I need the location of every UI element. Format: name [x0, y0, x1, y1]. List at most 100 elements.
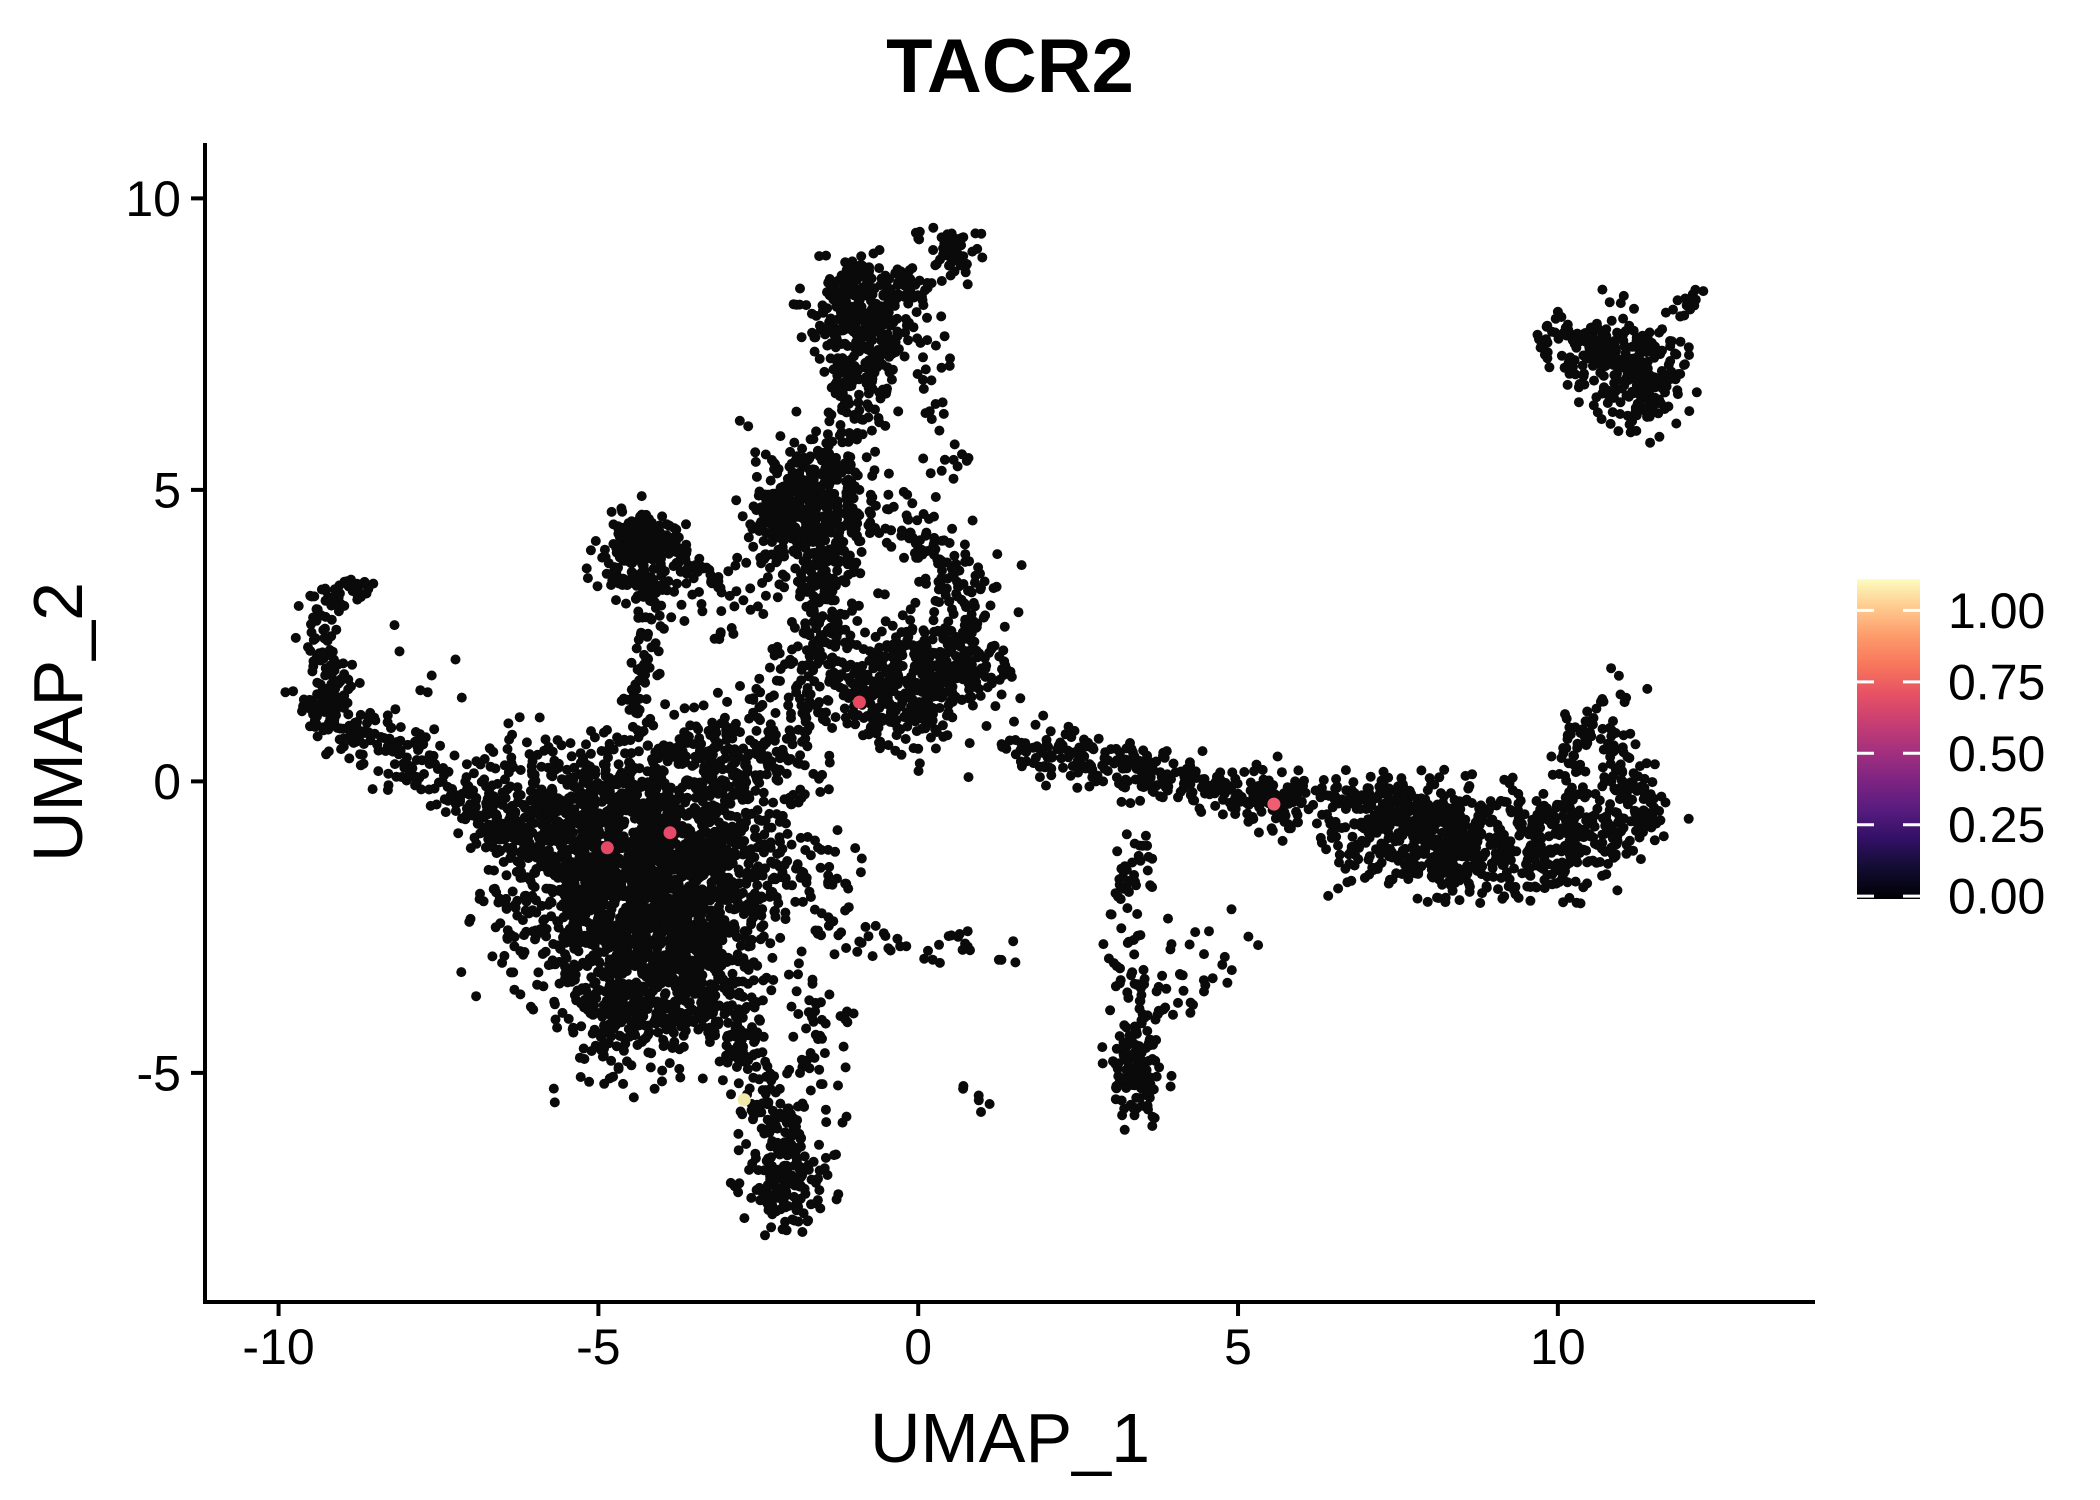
cell-point: [951, 559, 961, 569]
cell-point: [833, 508, 843, 519]
cell-point: [493, 897, 504, 908]
cell-point: [529, 779, 540, 789]
cell-point: [814, 251, 825, 262]
cell-point: [721, 844, 732, 855]
cell-point: [846, 310, 856, 321]
cell-point: [840, 338, 850, 349]
cell-point: [713, 886, 724, 896]
cell-point: [619, 891, 630, 902]
cell-point: [697, 1021, 708, 1032]
cell-point: [815, 787, 826, 797]
cell-point: [887, 620, 898, 631]
cell-point: [528, 795, 539, 806]
cell-point: [952, 591, 963, 602]
cell-point: [659, 1038, 670, 1049]
cell-point: [936, 276, 947, 286]
cell-point: [878, 290, 889, 301]
cell-point: [598, 1028, 608, 1039]
cell-point: [533, 967, 544, 978]
cell-point: [532, 979, 543, 990]
cell-point: [724, 1044, 735, 1055]
cell-point: [861, 452, 872, 463]
cell-point: [800, 543, 811, 553]
cell-point: [520, 890, 531, 901]
scatter-points-layer: [280, 222, 1709, 1241]
cell-point: [868, 248, 879, 259]
cell-point: [771, 892, 782, 903]
cell-point: [838, 294, 849, 305]
cell-point: [779, 1137, 790, 1148]
cell-point: [748, 501, 759, 512]
cell-point: [589, 978, 600, 989]
cell-point: [986, 678, 997, 689]
cell-point: [864, 288, 875, 299]
cell-point: [731, 495, 742, 506]
cell-point: [659, 989, 670, 1000]
cell-point: [767, 1105, 778, 1116]
cell-point: [868, 715, 879, 726]
cell-point: [961, 602, 972, 613]
cell-point: [754, 486, 765, 497]
cell-point: [786, 1001, 797, 1012]
cell-point: [681, 519, 691, 530]
cell-point: [749, 1109, 760, 1120]
cell-point: [964, 556, 975, 567]
cell-point: [807, 548, 818, 559]
cell-point: [674, 883, 685, 894]
cell-point: [956, 695, 967, 705]
cell-point: [666, 967, 677, 978]
cell-point: [679, 703, 690, 714]
cell-point: [852, 616, 863, 626]
cell-point: [751, 749, 762, 760]
cell-point: [730, 718, 741, 729]
cell-point: [502, 925, 513, 936]
cell-point: [754, 1014, 764, 1025]
cell-point: [580, 881, 591, 892]
cell-point: [624, 1031, 635, 1042]
cell-point: [743, 532, 754, 543]
cell-point: [655, 938, 666, 949]
cell-point: [749, 824, 760, 835]
cell-point: [589, 799, 600, 810]
cell-point: [578, 1043, 589, 1054]
cell-point: [515, 765, 526, 775]
cell-point: [609, 854, 620, 865]
cell-point: [794, 299, 805, 310]
cell-point: [585, 905, 596, 916]
cell-point: [795, 832, 806, 843]
cell-point: [939, 535, 950, 546]
cell-point: [921, 527, 932, 538]
cell-point: [723, 860, 733, 871]
cell-point: [588, 895, 599, 906]
cell-point: [593, 912, 604, 923]
cell-point: [549, 755, 560, 766]
cell-point: [760, 549, 771, 560]
cell-point: [705, 933, 716, 944]
cell-point: [801, 562, 812, 572]
cell-point: [843, 498, 854, 509]
cell-point: [746, 1192, 757, 1203]
cell-point: [744, 1083, 755, 1094]
cell-point: [660, 885, 670, 896]
cell-point: [833, 557, 844, 568]
cell-point: [1015, 693, 1026, 704]
cell-point: [507, 729, 518, 740]
cell-point: [795, 1068, 805, 1078]
cell-point: [967, 246, 978, 257]
cell-point: [796, 1054, 807, 1065]
cell-point: [588, 877, 598, 888]
cell-point: [604, 970, 615, 981]
cell-point: [682, 907, 693, 918]
cell-point: [549, 999, 560, 1010]
cell-point: [953, 638, 964, 649]
cell-point: [802, 489, 813, 500]
cell-point: [908, 292, 919, 303]
cell-point: [681, 954, 692, 965]
cell-point: [766, 756, 777, 767]
cell-point: [702, 812, 712, 822]
cell-point: [620, 797, 631, 808]
cell-point: [717, 777, 728, 788]
cell-point: [754, 777, 765, 788]
cell-point: [778, 498, 789, 509]
